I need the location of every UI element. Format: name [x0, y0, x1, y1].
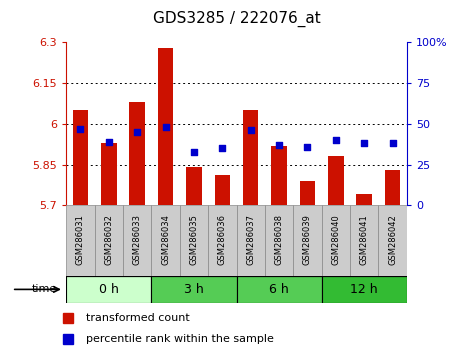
Bar [322, 205, 350, 276]
Text: GSM286032: GSM286032 [104, 214, 114, 265]
Bar [66, 205, 95, 276]
Bar [328, 156, 343, 205]
Point [162, 124, 169, 130]
Bar [95, 205, 123, 276]
Text: 0 h: 0 h [99, 283, 119, 296]
Bar [265, 205, 293, 276]
Point [219, 145, 226, 151]
Bar [378, 205, 407, 276]
Bar [66, 276, 151, 303]
Text: 3 h: 3 h [184, 283, 204, 296]
Point [247, 127, 254, 133]
Text: 12 h: 12 h [350, 283, 378, 296]
Bar [236, 276, 322, 303]
Bar [236, 205, 265, 276]
Bar [180, 205, 208, 276]
Bar [208, 205, 236, 276]
Text: percentile rank within the sample: percentile rank within the sample [86, 334, 273, 344]
Text: GSM286040: GSM286040 [331, 214, 341, 265]
Text: GSM286041: GSM286041 [359, 214, 369, 265]
Point [360, 141, 368, 146]
Point [77, 126, 84, 132]
Bar [129, 102, 145, 205]
Bar [322, 276, 407, 303]
Text: GSM286035: GSM286035 [189, 214, 199, 265]
Bar [158, 48, 173, 205]
Bar [293, 205, 322, 276]
Text: 6 h: 6 h [269, 283, 289, 296]
Text: transformed count: transformed count [86, 313, 189, 323]
Bar [356, 194, 372, 205]
Text: time: time [32, 284, 57, 295]
Text: GDS3285 / 222076_at: GDS3285 / 222076_at [153, 11, 320, 27]
Bar [385, 170, 400, 205]
Bar [123, 205, 151, 276]
Point [105, 139, 113, 145]
Bar [243, 110, 258, 205]
Bar [214, 176, 230, 205]
Text: GSM286038: GSM286038 [274, 214, 284, 265]
Point [190, 149, 198, 154]
Text: GSM286036: GSM286036 [218, 214, 227, 265]
Bar [271, 145, 287, 205]
Text: GSM286034: GSM286034 [161, 214, 170, 265]
Bar [350, 205, 378, 276]
Bar [151, 276, 236, 303]
Point [133, 129, 141, 135]
Text: GSM286031: GSM286031 [76, 214, 85, 265]
Text: GSM286033: GSM286033 [132, 214, 142, 265]
Text: GSM286037: GSM286037 [246, 214, 255, 265]
Bar [151, 205, 180, 276]
Bar [73, 110, 88, 205]
Bar [299, 181, 315, 205]
Bar [186, 167, 201, 205]
Text: GSM286042: GSM286042 [388, 214, 397, 265]
Point [304, 144, 311, 149]
Bar [101, 143, 116, 205]
Point [275, 142, 283, 148]
Point [389, 141, 396, 146]
Text: GSM286039: GSM286039 [303, 214, 312, 265]
Point [332, 137, 340, 143]
